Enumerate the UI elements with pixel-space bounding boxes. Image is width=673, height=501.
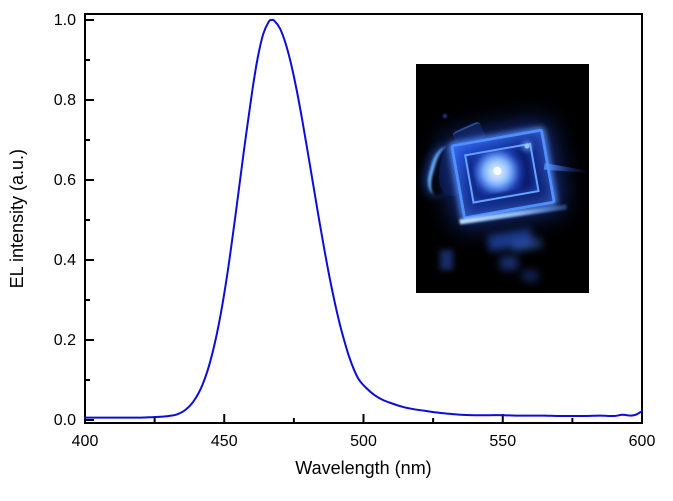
table-reflection (522, 270, 538, 282)
x-axis-title: Wavelength (nm) (295, 458, 432, 478)
y-axis-title-wrap: EL intensity (a.u.) (0, 14, 34, 423)
dust-speck (443, 114, 447, 118)
y-tick-label: 0.6 (54, 172, 76, 189)
y-tick-label: 0.8 (54, 92, 76, 109)
y-axis-title: EL intensity (a.u.) (6, 148, 27, 289)
x-tick-label: 400 (72, 433, 99, 450)
x-tick-label: 500 (350, 433, 377, 450)
plot-frame (84, 13, 643, 424)
table-reflection (440, 250, 453, 270)
y-tick-label: 0.4 (54, 252, 76, 269)
y-tick-label: 0.0 (54, 412, 76, 429)
table-reflection (500, 256, 518, 270)
x-tick-label: 600 (629, 433, 656, 450)
y-tick-label: 1.0 (54, 12, 76, 29)
el-spectrum-curve (84, 18, 643, 419)
x-tick-label: 550 (489, 433, 516, 450)
y-tick-label: 0.2 (54, 332, 76, 349)
led-photo-inset (416, 64, 589, 293)
x-tick-label: 450 (211, 433, 238, 450)
led-device (450, 128, 567, 225)
